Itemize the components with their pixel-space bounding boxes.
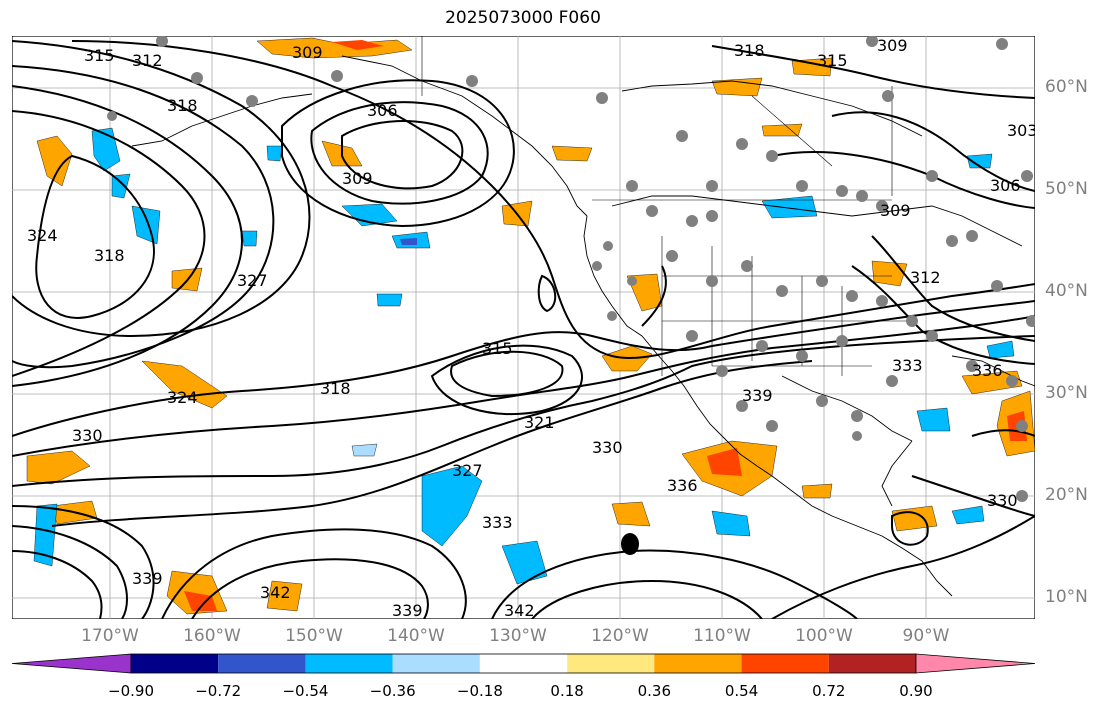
colorbar-cell: [567, 654, 655, 673]
contour-label-318a: 318: [167, 96, 198, 115]
colorbar: [11, 653, 1036, 674]
lon-label-130w: 130°W: [489, 626, 547, 646]
contour-label-339a: 339: [392, 601, 423, 619]
contour-label-327a: 327: [237, 271, 268, 290]
contour-label-318d: 318: [320, 379, 351, 398]
contour-label-333b: 333: [892, 356, 923, 375]
positive-shading: [26, 37, 1035, 615]
contour-label-336b: 336: [972, 361, 1003, 380]
contour-label-303: 303: [1007, 121, 1035, 140]
contour-label-318c: 318: [94, 246, 125, 265]
contour-label-312b: 312: [910, 268, 941, 287]
lon-label-90w: 90°W: [902, 626, 950, 646]
lon-label-150w: 150°W: [285, 626, 343, 646]
lon-label-120w: 120°W: [591, 626, 649, 646]
contour-label-324a: 324: [27, 226, 58, 245]
colorbar-tick-label: 0.36: [637, 682, 672, 700]
contour-labels: 309 312 315 318 306 309 318 315 309 303 …: [27, 36, 1035, 619]
contour-label-327b: 327: [452, 461, 483, 480]
lon-label-140w: 140°W: [387, 626, 445, 646]
station-dots: [107, 36, 1035, 502]
colorbar-tick-label: 0.90: [899, 682, 933, 700]
contour-label-309c: 309: [877, 36, 908, 55]
colorbar-tick-label: −0.72: [195, 682, 242, 700]
contour-label-342b: 342: [504, 601, 535, 619]
colorbar-cell: [218, 654, 306, 673]
contour-label-309b: 309: [342, 169, 373, 188]
colorbar-extend-high: [915, 653, 1036, 674]
colorbar-tick-label: −0.36: [369, 682, 416, 700]
map-title: 2025073000 F060: [445, 8, 601, 28]
contour-label-339b: 339: [132, 569, 163, 588]
colorbar-tick-label: 0.18: [550, 682, 584, 700]
contour-label-306b: 306: [990, 176, 1021, 195]
coastlines: [131, 55, 1035, 597]
colorbar-cell: [392, 654, 480, 673]
colorbar-tick-label: −0.90: [108, 682, 154, 700]
contour-label-315a: 315: [84, 46, 115, 65]
map-panel: 309 312 315 318 306 309 318 315 309 303 …: [12, 36, 1035, 619]
contour-label-330a: 330: [72, 426, 103, 445]
contour-label-330b: 330: [592, 438, 623, 457]
contour-label-321: 321: [524, 413, 555, 432]
lon-label-160w: 160°W: [183, 626, 241, 646]
lat-label-40n: 40°N: [1045, 281, 1088, 301]
contour-label-315b: 315: [817, 51, 848, 70]
contour-label-309d: 309: [880, 201, 911, 220]
colorbar-cells: [11, 653, 1036, 674]
height-contours: [12, 40, 1035, 619]
contour-label-315c: 315: [482, 339, 513, 358]
colorbar-tick-label: −0.18: [456, 682, 503, 700]
colorbar-tick-label: −0.54: [282, 682, 329, 700]
contour-label-339c: 339: [742, 386, 773, 405]
contour-label-309a: 309: [292, 43, 323, 62]
colorbar-extend-low: [11, 653, 132, 674]
contour-label-324b: 324: [167, 388, 198, 407]
map-canvas: 309 312 315 318 306 309 318 315 309 303 …: [12, 36, 1035, 619]
lat-label-60n: 60°N: [1045, 77, 1088, 97]
colorbar-tick-label: 0.54: [724, 682, 759, 700]
lat-label-20n: 20°N: [1045, 485, 1088, 505]
map-frame: [12, 36, 1035, 619]
lat-label-10n: 10°N: [1045, 587, 1088, 607]
negative-shading: [33, 127, 1015, 585]
colorbar-cell: [131, 654, 219, 673]
contour-label-330c: 330: [987, 491, 1018, 510]
contour-label-312a: 312: [132, 51, 163, 70]
lon-label-110w: 110°W: [693, 626, 751, 646]
colorbar-tick-label: 0.72: [812, 682, 846, 700]
storm-marker: [621, 533, 639, 555]
contour-label-318b: 318: [734, 41, 765, 60]
contour-label-336a: 336: [667, 476, 698, 495]
contour-label-333a: 333: [482, 513, 513, 532]
colorbar-cell: [828, 654, 916, 673]
colorbar-cell: [479, 654, 568, 673]
contour-label-306a: 306: [367, 101, 398, 120]
lon-label-100w: 100°W: [795, 626, 853, 646]
lon-label-170w: 170°W: [81, 626, 139, 646]
colorbar-cell: [305, 654, 393, 673]
lat-label-30n: 30°N: [1045, 383, 1088, 403]
colorbar-cell: [654, 654, 742, 673]
contour-label-342a: 342: [260, 583, 291, 602]
colorbar-cell: [741, 654, 829, 673]
lat-label-50n: 50°N: [1045, 179, 1088, 199]
